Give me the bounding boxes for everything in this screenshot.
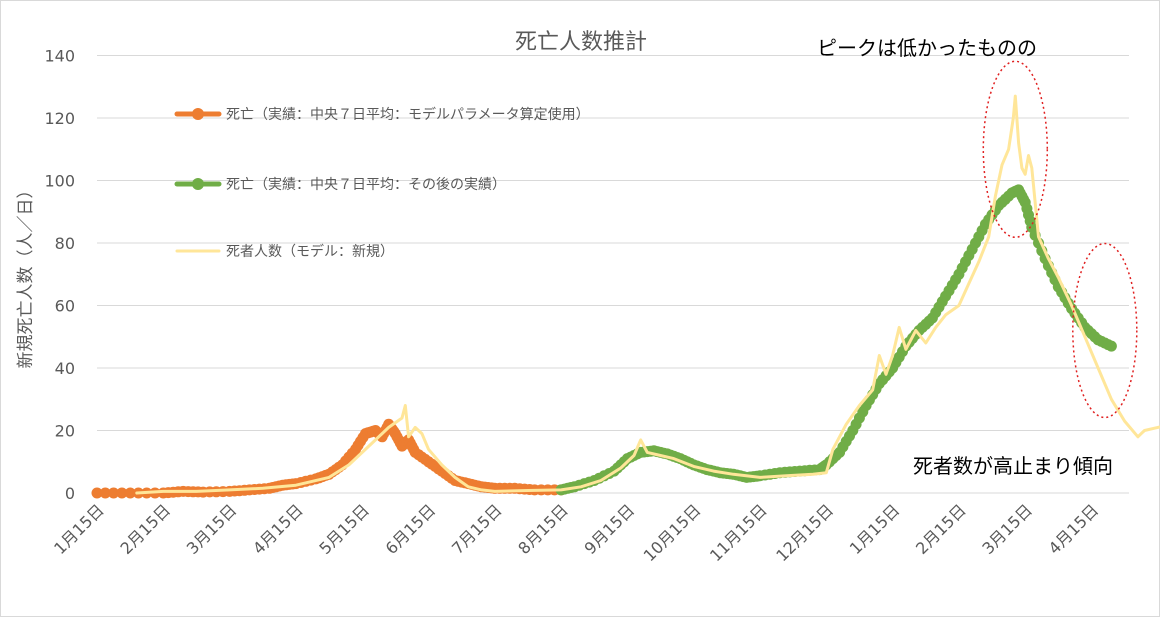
- x-tick-label: 5月15日: [315, 500, 373, 558]
- legend-marker: [192, 108, 204, 120]
- legend-label: 死亡（実績：中央７日平均：モデルパラメータ算定使用）: [226, 106, 590, 123]
- annotation-text: ピークは低かったものの: [817, 36, 1037, 60]
- y-tick-label: 140: [44, 47, 75, 66]
- x-tick-label: 7月15日: [448, 500, 506, 558]
- x-tick-label: 8月15日: [514, 500, 572, 558]
- y-tick-label: 120: [44, 109, 75, 128]
- annotation-ellipse: [983, 61, 1047, 237]
- x-tick-label: 1月15日: [50, 500, 108, 558]
- x-tick-label: 11月15日: [706, 500, 771, 565]
- y-axis-ticks: 0 20 40 60 80 100 120 140: [44, 47, 75, 504]
- series-3-line: [137, 96, 1160, 493]
- y-axis-label: 新規死亡人数（人／日）: [16, 182, 36, 369]
- series-3: [137, 96, 1160, 493]
- x-tick-label: 6月15日: [382, 500, 440, 558]
- x-tick-label: 10月15日: [640, 500, 705, 565]
- x-tick-label: 2月15日: [912, 500, 970, 558]
- series-2-point: [1106, 341, 1117, 352]
- x-tick-label: 9月15日: [581, 500, 639, 558]
- series-2: [556, 184, 1117, 495]
- legend-label: 死亡（実績：中央７日平均：その後の実績）: [226, 177, 506, 193]
- x-tick-label: 4月15日: [1045, 500, 1103, 558]
- y-tick-label: 0: [65, 484, 75, 503]
- y-tick-label: 80: [55, 234, 75, 253]
- chart-title: 死亡人数推計: [515, 30, 647, 55]
- y-tick-label: 100: [44, 172, 75, 191]
- x-tick-label: 3月15日: [978, 500, 1036, 558]
- x-tick-label: 4月15日: [249, 500, 307, 558]
- y-tick-label: 40: [55, 359, 75, 378]
- x-tick-label: 2月15日: [116, 500, 174, 558]
- legend-marker: [192, 178, 204, 190]
- series-layer: [92, 96, 1160, 498]
- legend-label: 死者人数（モデル：新規）: [226, 243, 394, 260]
- y-tick-label: 20: [55, 422, 75, 441]
- legend: 死亡（実績：中央７日平均：モデルパラメータ算定使用） 死亡（実績：中央７日平均：そ…: [177, 106, 590, 260]
- x-tick-label: 1月15日: [846, 500, 904, 558]
- x-tick-label: 3月15日: [183, 500, 241, 558]
- y-tick-label: 60: [55, 297, 75, 316]
- annotation-text: 死者数が高止まり傾向: [913, 454, 1113, 478]
- x-tick-label: 12月15日: [772, 500, 837, 565]
